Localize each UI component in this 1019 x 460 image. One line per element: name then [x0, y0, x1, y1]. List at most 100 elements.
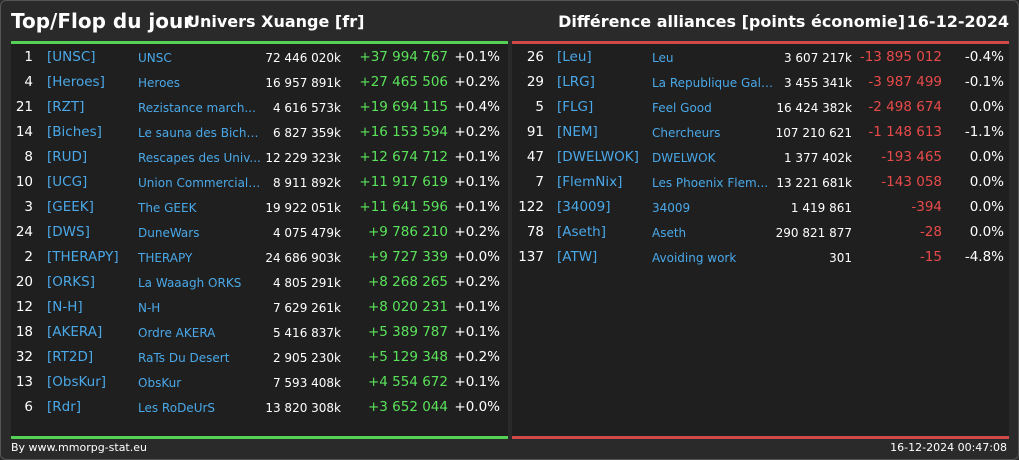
alliance-name-link[interactable]: Les RoDeUrS: [138, 401, 216, 415]
table-row: 21 [RZT] Rezistance march... 4 616 573k +19 …: [11, 94, 508, 119]
alliance-difference: +37 994 767: [359, 49, 448, 65]
alliance-percent: -0.1%: [964, 74, 1004, 90]
alliance-total: 1 377 402k: [783, 151, 852, 165]
alliance-rank: 4: [24, 74, 33, 90]
alliance-name-link[interactable]: La Republique Gala...: [652, 76, 775, 90]
alliance-percent: -0.4%: [964, 49, 1004, 65]
alliance-name-link[interactable]: Chercheurs: [652, 126, 721, 140]
alliance-total: 8 911 892k: [272, 176, 341, 190]
alliance-rank: 14: [15, 124, 33, 140]
alliance-total: 13 820 308k: [265, 401, 341, 415]
alliance-tag-link[interactable]: [UCG]: [47, 174, 88, 190]
alliance-name-link[interactable]: Les Phoenix Flem...: [652, 176, 769, 190]
alliance-rank: 78: [526, 224, 544, 240]
alliance-tag-link[interactable]: [AKERA]: [47, 324, 103, 340]
alliance-difference: -13 895 012: [859, 49, 942, 65]
alliance-tag-link[interactable]: [ObsKur]: [47, 374, 107, 390]
alliance-name-link[interactable]: Avoiding work: [652, 251, 737, 265]
alliance-percent: 0.0%: [969, 99, 1004, 115]
alliance-tag-link[interactable]: [THERAPY]: [47, 249, 119, 265]
alliance-name-link[interactable]: DuneWars: [138, 226, 200, 240]
alliance-tag-link[interactable]: [DWELWOK]: [557, 149, 639, 165]
alliance-tag-link[interactable]: [34009]: [557, 199, 611, 215]
alliance-tag-link[interactable]: [RUD]: [47, 149, 88, 165]
alliance-name-link[interactable]: DWELWOK: [652, 151, 716, 165]
alliance-rank: 18: [15, 324, 33, 340]
alliance-total: 4 805 291k: [272, 276, 341, 290]
alliance-tag-link[interactable]: [Aseth]: [557, 224, 606, 240]
alliance-difference: -193 465: [881, 149, 942, 165]
alliance-tag-link[interactable]: [RT2D]: [47, 349, 94, 365]
alliance-name-link[interactable]: La Waaagh ORKS: [138, 276, 242, 290]
alliance-percent: 0.0%: [969, 224, 1004, 240]
table-row: 18 [AKERA] Ordre AKERA 5 416 837k +5 389 787…: [11, 319, 508, 344]
alliance-percent: +0.2%: [454, 124, 500, 140]
alliance-percent: +0.1%: [454, 174, 500, 190]
alliance-name-link[interactable]: Heroes: [138, 76, 181, 90]
table-row: 26 [Leu] Leu 3 607 217k -13 895 012 -0.4%: [512, 44, 1009, 69]
alliance-difference: -15: [919, 249, 942, 265]
alliance-name-link[interactable]: Leu: [652, 51, 674, 65]
alliance-tag-link[interactable]: [NEM]: [557, 124, 598, 140]
alliance-rank: 20: [15, 274, 33, 290]
alliance-name-link[interactable]: ObsKur: [138, 376, 182, 390]
header: Top/Flop du jour Univers Xuange [fr] Dif…: [11, 9, 1009, 37]
alliance-tag-link[interactable]: [DWS]: [47, 224, 90, 240]
alliance-rank: 21: [15, 99, 33, 115]
table-row: 6 [Rdr] Les RoDeUrS 13 820 308k +3 652 044 +0…: [11, 394, 508, 419]
alliance-tag-link[interactable]: [LRG]: [557, 74, 595, 90]
alliance-tag-link[interactable]: [ORKS]: [47, 274, 95, 290]
alliance-name-link[interactable]: THERAPY: [138, 251, 193, 265]
alliance-percent: +0.1%: [454, 49, 500, 65]
alliance-difference: +8 268 265: [367, 274, 448, 290]
alliance-rank: 137: [518, 249, 544, 265]
alliance-name-link[interactable]: UNSC: [138, 51, 172, 65]
table-row: 1 [UNSC] UNSC 72 446 020k +37 994 767 +0.1%: [11, 44, 508, 69]
alliance-tag-link[interactable]: [N-H]: [47, 299, 83, 315]
alliance-total: 2 905 230k: [272, 351, 341, 365]
alliance-total: 3 607 217k: [783, 51, 852, 65]
alliance-name-link[interactable]: Feel Good: [652, 101, 712, 115]
alliance-tag-link[interactable]: [Heroes]: [47, 74, 105, 90]
alliance-tag-link[interactable]: [Biches]: [47, 124, 102, 140]
alliance-tag-link[interactable]: [Leu]: [557, 49, 592, 65]
alliance-difference: +8 020 231: [367, 299, 448, 315]
alliance-difference: -3 987 499: [868, 74, 942, 90]
alliance-percent: -4.8%: [964, 249, 1004, 265]
alliance-name-link[interactable]: Union Commerciale...: [138, 176, 261, 190]
alliance-name-link[interactable]: Aseth: [652, 226, 687, 240]
alliance-name-link[interactable]: Le sauna des Biche...: [138, 126, 261, 140]
alliance-tag-link[interactable]: [UNSC]: [47, 49, 96, 65]
alliance-total: 72 446 020k: [265, 51, 341, 65]
alliance-total: 16 957 891k: [265, 76, 341, 90]
alliance-tag-link[interactable]: [FlemNix]: [557, 174, 623, 190]
alliance-name-link[interactable]: N-H: [138, 301, 161, 315]
alliance-tag-link[interactable]: [Rdr]: [47, 399, 82, 415]
alliance-name-link[interactable]: Ordre AKERA: [138, 326, 216, 340]
alliance-name-link[interactable]: RaTs Du Desert: [138, 351, 230, 365]
top-gainers-panel: 1 [UNSC] UNSC 72 446 020k +37 994 767 +0.1% 4 […: [11, 41, 508, 439]
alliance-rank: 13: [15, 374, 33, 390]
alliance-name-link[interactable]: The GEEK: [138, 201, 197, 215]
alliance-tag-link[interactable]: [ATW]: [557, 249, 598, 265]
alliance-difference: +5 389 787: [367, 324, 448, 340]
alliance-total: 290 821 877: [775, 226, 852, 240]
alliance-total: 12 229 323k: [265, 151, 341, 165]
alliance-rank: 91: [526, 124, 544, 140]
alliance-rank: 7: [535, 174, 544, 190]
table-row: 13 [ObsKur] ObsKur 7 593 408k +4 554 672 +0.1…: [11, 369, 508, 394]
table-row: 91 [NEM] Chercheurs 107 210 621 -1 148 613 -1…: [512, 119, 1009, 144]
alliance-difference: +16 153 594: [359, 124, 448, 140]
alliance-name-link[interactable]: Rescapes des Univ...: [138, 151, 261, 165]
alliance-tag-link[interactable]: [FLG]: [557, 99, 594, 115]
alliance-tag-link[interactable]: [RZT]: [47, 99, 85, 115]
alliance-percent: +0.1%: [454, 199, 500, 215]
alliance-difference: +19 694 115: [359, 99, 448, 115]
alliance-rank: 8: [24, 149, 33, 165]
alliance-total: 19 922 051k: [265, 201, 341, 215]
alliance-tag-link[interactable]: [GEEK]: [47, 199, 94, 215]
alliance-name-link[interactable]: Rezistance march...: [138, 101, 256, 115]
alliance-difference: +27 465 506: [359, 74, 448, 90]
alliance-percent: 0.0%: [969, 174, 1004, 190]
alliance-name-link[interactable]: 34009: [652, 201, 691, 215]
